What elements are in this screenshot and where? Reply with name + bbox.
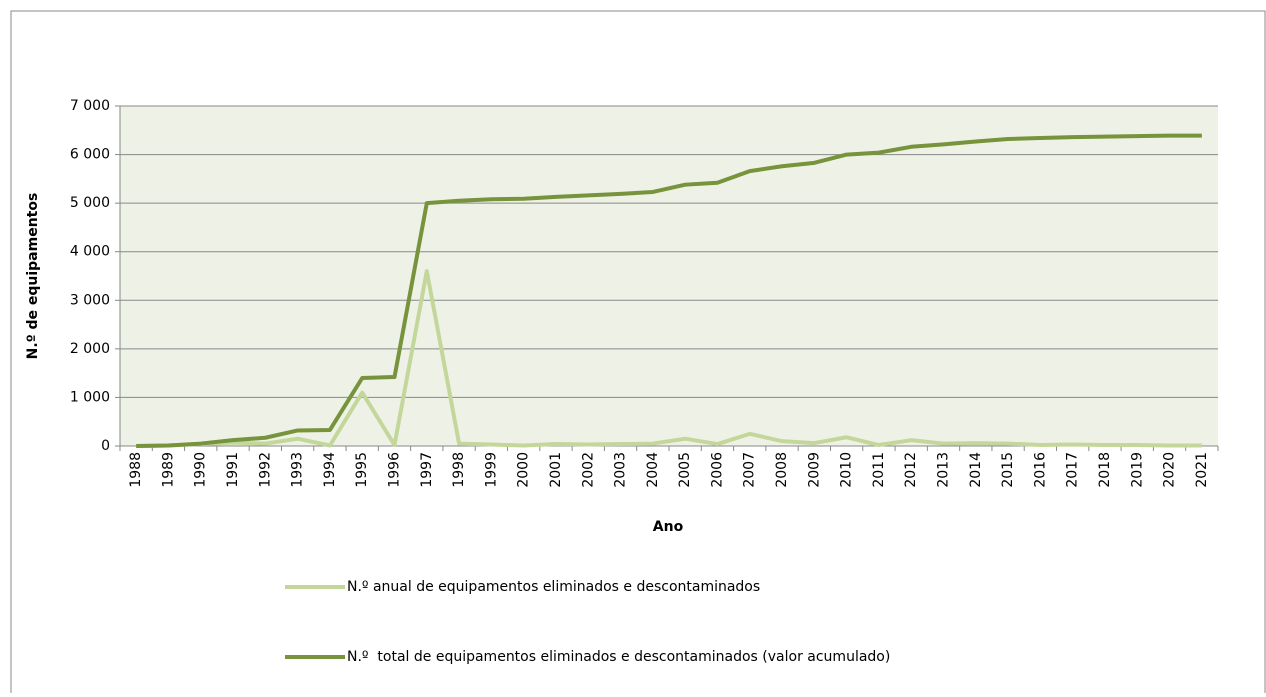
x-tick-label: 1989 (160, 452, 176, 488)
x-tick-label: 1996 (387, 452, 403, 488)
series-line (136, 133, 1202, 448)
x-tick-label: 1988 (128, 452, 144, 488)
x-tick-label: 1991 (225, 452, 241, 488)
x-tick-label: 2011 (871, 452, 887, 488)
y-tick-label: 1 000 (70, 389, 110, 405)
x-tick-label: 1990 (193, 452, 209, 488)
x-tick-label: 2014 (968, 452, 984, 488)
x-tick-label: 1997 (419, 452, 435, 488)
x-tick-label: 2001 (548, 452, 564, 488)
x-tick-label: 2007 (742, 452, 758, 488)
x-tick-label: 2020 (1162, 452, 1178, 488)
series-line (136, 269, 1202, 448)
y-axis-title: N.º de equipamentos (25, 193, 41, 360)
y-tick-label: 0 (101, 438, 110, 454)
x-tick-label: 1998 (451, 452, 467, 488)
x-tick-label: 2000 (516, 452, 532, 488)
x-tick-label: 2002 (580, 452, 596, 488)
x-tick-label: 1994 (322, 452, 338, 488)
x-tick-label: 2018 (1097, 452, 1113, 488)
x-tick-label: 1999 (483, 452, 499, 488)
x-tick-label: 2005 (677, 452, 693, 488)
x-tick-label: 1993 (290, 452, 306, 488)
x-axis-title: Ano (653, 519, 684, 535)
legend-label: N.º total de equipamentos eliminados e d… (347, 649, 890, 665)
x-tick-label: 2016 (1032, 452, 1048, 488)
y-tick-label: 4 000 (70, 244, 110, 260)
x-tick-label: 2017 (1065, 452, 1081, 488)
x-tick-label: 2006 (709, 452, 725, 488)
x-tick-label: 2013 (936, 452, 952, 488)
y-tick-label: 3 000 (70, 292, 110, 308)
x-tick-label: 2008 (774, 452, 790, 488)
x-tick-label: 2021 (1194, 452, 1210, 488)
x-tick-label: 2009 (806, 452, 822, 488)
y-tick-label: 2 000 (70, 341, 110, 357)
x-tick-label: 2003 (613, 452, 629, 488)
y-tick-label: 7 000 (70, 98, 110, 114)
x-tick-label: 2004 (645, 452, 661, 488)
x-tick-label: 2015 (1000, 452, 1016, 488)
x-tick-label: 2012 (903, 452, 919, 488)
x-tick-label: 1992 (257, 452, 273, 488)
y-tick-label: 6 000 (70, 147, 110, 163)
x-tick-label: 1995 (354, 452, 370, 488)
x-tick-label: 2010 (839, 452, 855, 488)
plot-area (120, 106, 1218, 446)
y-tick-label: 5 000 (70, 195, 110, 211)
x-tick-label: 2019 (1129, 452, 1145, 488)
legend-label: N.º anual de equipamentos eliminados e d… (347, 579, 760, 595)
